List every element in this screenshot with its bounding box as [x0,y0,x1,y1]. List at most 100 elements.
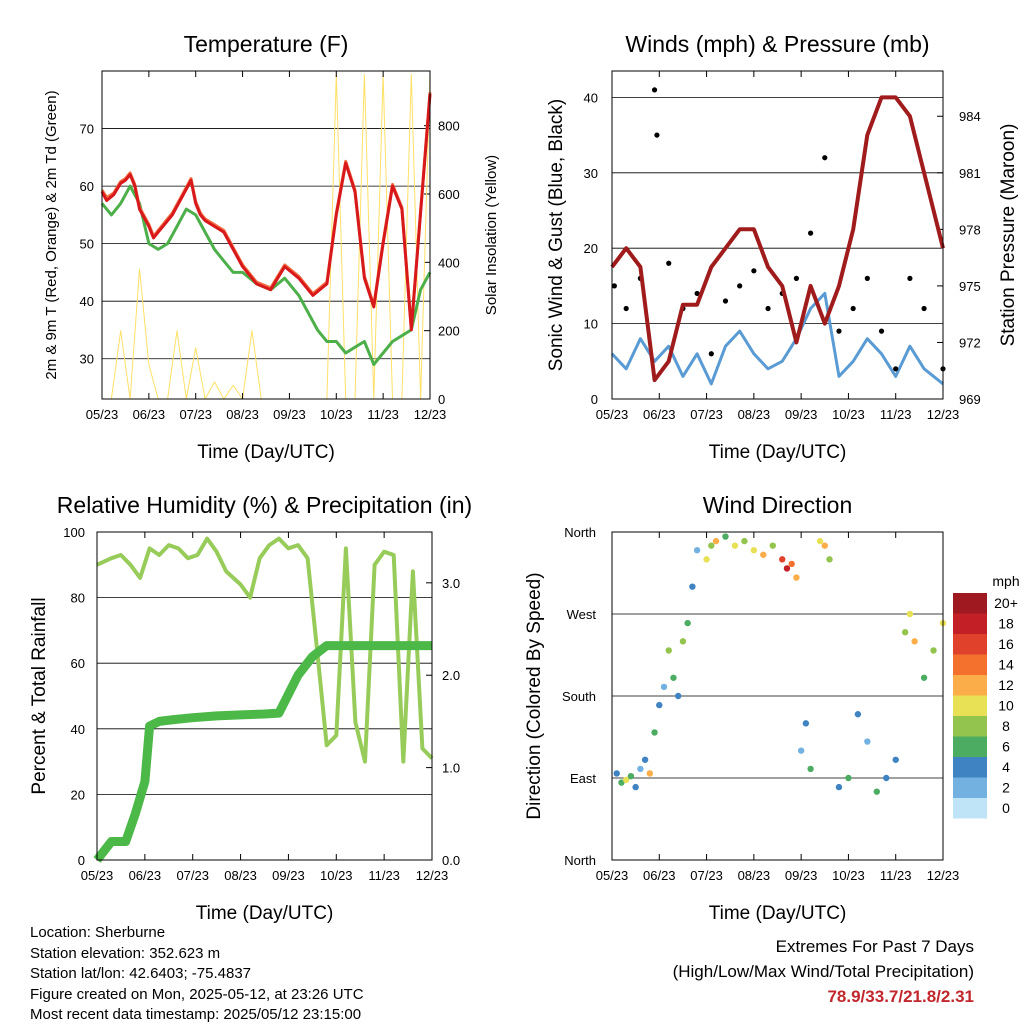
direction-point [622,776,630,784]
y2-tick-label-1-0: 969 [959,392,981,407]
x-tick-label-3-7: 12/23 [927,868,960,883]
legend-swatch-10 [953,798,987,819]
gust-point [751,268,757,274]
y2-tick-label-1-2: 975 [959,279,981,294]
gust-point [850,305,856,312]
y-axis-label-1: Sonic Wind & Gust (Blue, Black) [546,99,567,371]
legend-label-7: 6 [1002,739,1010,755]
direction-point [627,772,635,780]
x-tick-label-0-0: 05/23 [86,407,119,422]
series-solar [110,73,431,400]
extremes-values: 78.9/33.7/21.8/2.31 [827,987,974,1006]
legend-label-1: 18 [998,616,1014,632]
legend-label-0: 20+ [994,595,1018,611]
gust-point [708,351,714,357]
y2-tick-label-0-4: 800 [438,119,460,134]
x-axis-label-2: Time (Day/UTC) [196,903,334,924]
legend-label-5: 10 [998,698,1014,714]
y-tick-label-1-0: 0 [591,392,598,407]
direction-point [712,537,720,545]
x-tick-label-3-5: 10/23 [832,868,865,883]
x-tick-label-1-2: 07/23 [690,407,723,422]
x-tick-label-0-2: 07/23 [179,407,212,422]
plot-frame-2 [96,531,433,861]
legend-label-6: 8 [1002,718,1010,734]
x-tick-label-1-3: 08/23 [738,407,771,422]
y-tick-label-2-3: 60 [71,656,85,671]
direction-point [901,629,909,636]
gust-point [907,275,913,281]
y-tick-label-2-4: 80 [71,591,85,606]
plot-frame-1 [611,70,944,400]
direction-point [769,542,776,549]
direction-point [646,770,654,777]
direction-point [920,674,928,681]
gust-point [793,275,800,281]
recent-text: Most recent data timestamp: 2025/05/12 2… [30,1006,362,1023]
y-tick-label-2-5: 100 [63,525,85,540]
direction-point [930,647,937,654]
direction-point [656,701,663,709]
direction-point [660,683,668,691]
x-tick-label-0-6: 11/23 [367,407,399,422]
legend-swatch-1 [953,613,987,634]
series-pressure [610,95,945,383]
legend-label-9: 2 [1002,780,1010,796]
direction-point [632,783,639,791]
y2-tick-label-2-3: 3.0 [442,576,460,591]
legend-swatch-3 [953,654,987,675]
direction-point [854,711,862,718]
direction-point [873,788,880,795]
direction-point [816,537,824,545]
legend-swatch-0 [953,593,987,614]
y2-axis-label-1: Station Pressure (Maroon) [998,124,1019,347]
y-tick-label-0-1: 40 [80,294,94,309]
legend-label-3: 14 [998,657,1014,673]
x-tick-label-2-6: 11/23 [368,868,400,883]
legend-label-4: 12 [998,677,1014,693]
gust-point [611,283,617,289]
direction-point [651,729,658,736]
direction-point [741,537,748,545]
x-tick-label-0-3: 08/23 [226,407,259,422]
series-dewpoint [100,184,432,366]
direction-point [906,610,914,618]
x-tick-label-2-4: 09/23 [272,868,305,883]
direction-point [613,770,620,777]
x-tick-label-3-6: 11/23 [880,868,912,883]
plot-frame-0 [101,70,431,400]
series-2m-temp [100,93,432,332]
x-tick-label-1-4: 09/23 [785,407,818,422]
y2-axis-label-0: Solar Insolation (Yellow) [483,155,500,315]
y-tick-label-2-2: 40 [71,722,85,737]
direction-point [883,774,890,782]
y-tick-label-0-2: 50 [80,237,94,252]
x-tick-label-2-7: 12/23 [416,868,449,883]
x-tick-label-2-2: 07/23 [176,868,209,883]
direction-point [835,783,843,791]
y2-tick-label-0-0: 0 [438,392,445,407]
legend-swatch-4 [953,675,987,696]
y-tick-label-3-0: North [564,853,596,868]
y-axis-label-0: 2m & 9m T (Red, Orange) & 2m Td (Green) [43,90,60,379]
direction-point [807,765,814,773]
y-axis-label-2: Percent & Total Rainfall [29,597,50,794]
x-tick-label-1-7: 12/23 [927,407,960,422]
y-tick-label-3-3: West [567,607,597,622]
series-relative-humidity [96,536,434,764]
chart-title-1: Winds (mph) & Pressure (mb) [625,31,929,57]
gust-point [722,298,729,304]
y2-tick-label-2-2: 2.0 [442,668,460,683]
gust-point [765,305,771,312]
y2-tick-label-0-2: 400 [438,255,460,270]
gust-point [921,305,927,312]
y-tick-label-1-1: 10 [584,317,598,332]
y-tick-label-1-3: 30 [584,166,598,181]
gust-point [666,260,672,266]
legend-swatch-2 [953,634,987,655]
x-tick-label-1-5: 10/23 [832,407,865,422]
direction-point [670,674,677,681]
x-tick-label-3-1: 06/23 [643,868,676,883]
direction-point [689,583,696,590]
